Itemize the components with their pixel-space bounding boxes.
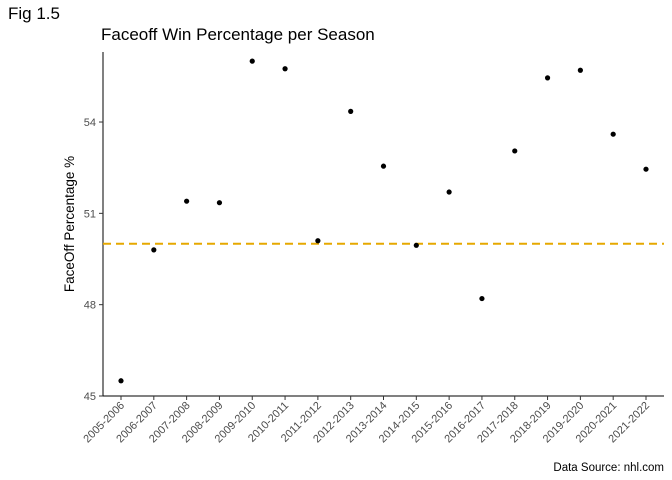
- data-point: [151, 247, 157, 253]
- data-point: [315, 238, 321, 244]
- y-axis-title: FaceOff Percentage %: [62, 156, 77, 292]
- plot-area: 454851542005-20062006-20072007-20082008-…: [81, 52, 664, 445]
- chart-title: Faceoff Win Percentage per Season: [101, 25, 375, 44]
- y-tick-label: 45: [84, 391, 96, 403]
- data-point: [577, 67, 583, 73]
- data-point: [216, 200, 223, 206]
- data-point: [348, 108, 354, 114]
- data-point: [544, 75, 551, 81]
- data-point: [479, 295, 485, 302]
- data-point: [249, 58, 255, 64]
- data-point: [380, 163, 387, 169]
- data-source-caption: Data Source: nhl.com: [553, 462, 664, 474]
- figure-label: Fig 1.5: [8, 4, 60, 23]
- data-point: [446, 189, 452, 195]
- y-tick-label: 51: [84, 208, 96, 220]
- y-tick-label: 48: [84, 300, 96, 312]
- data-point: [282, 66, 288, 72]
- data-point: [118, 378, 124, 384]
- data-point: [184, 198, 190, 204]
- data-point: [512, 148, 518, 154]
- data-point: [413, 242, 419, 248]
- data-point: [610, 131, 616, 137]
- y-tick-label: 54: [84, 117, 96, 129]
- data-point: [643, 166, 649, 172]
